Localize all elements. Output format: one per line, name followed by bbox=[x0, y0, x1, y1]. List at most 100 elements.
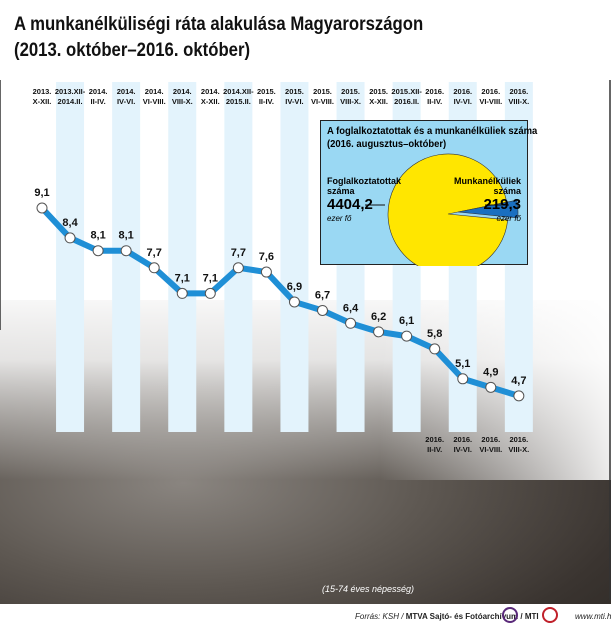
data-point bbox=[513, 390, 525, 402]
x-tick-label: VI-VIII. bbox=[311, 97, 334, 106]
x-tick-label: 2014.II. bbox=[58, 97, 83, 106]
pie-chart bbox=[365, 153, 519, 266]
x-tick-label-bottom: 2016. bbox=[453, 435, 472, 444]
x-tick-label: IV-VI. bbox=[117, 97, 135, 106]
data-label: 7,1 bbox=[175, 272, 190, 284]
population-note: (15-74 éves népesség) bbox=[322, 584, 415, 594]
x-tick-label: 2014. bbox=[145, 87, 164, 96]
x-tick-label: 2013.XII- bbox=[55, 87, 86, 96]
footer bbox=[0, 604, 611, 625]
x-tick-label-bottom: 2016. bbox=[425, 435, 444, 444]
mti-logo-icon bbox=[542, 607, 558, 623]
unemployed-unit: ezer fő bbox=[496, 214, 521, 223]
data-point bbox=[345, 317, 357, 329]
x-tick-label: II-IV. bbox=[427, 97, 442, 106]
x-tick-label: X-XII. bbox=[33, 97, 52, 106]
employed-value: 4404,2 bbox=[327, 196, 373, 213]
data-point bbox=[457, 373, 469, 385]
data-point bbox=[260, 266, 272, 278]
data-point bbox=[148, 262, 160, 274]
data-label: 8,1 bbox=[119, 230, 134, 242]
chart-subtitle: (2013. október–2016. október) bbox=[14, 40, 251, 61]
data-point bbox=[317, 304, 328, 316]
data-point bbox=[176, 287, 188, 299]
x-tick-label: 2013. bbox=[33, 87, 52, 96]
x-tick-label: IV-VI. bbox=[285, 97, 303, 106]
x-tick-label: 2016.II. bbox=[394, 97, 419, 106]
x-tick-label-bottom: 2016. bbox=[481, 435, 500, 444]
column-stripe bbox=[224, 82, 253, 432]
data-label: 6,9 bbox=[287, 281, 302, 293]
data-label: 6,7 bbox=[315, 289, 330, 301]
x-tick-label: 2015.XII- bbox=[391, 87, 422, 96]
data-label: 6,1 bbox=[399, 315, 414, 327]
x-tick-label-bottom: II-IV. bbox=[427, 445, 442, 454]
website[interactable]: www.mti.hu bbox=[575, 612, 611, 621]
x-tick-label: 2014. bbox=[117, 87, 136, 96]
data-point bbox=[92, 245, 104, 257]
x-tick-label-bottom: VI-VIII. bbox=[479, 445, 502, 454]
data-point bbox=[204, 287, 216, 299]
x-tick-label: 2014. bbox=[89, 87, 108, 96]
data-point bbox=[401, 330, 413, 342]
column-stripe bbox=[168, 82, 197, 432]
x-tick-label: 2016. bbox=[509, 87, 528, 96]
source: Forrás: KSH / MTVA Sajtó- és Fotóarchívu… bbox=[355, 612, 539, 621]
data-point bbox=[429, 343, 441, 355]
x-tick-label: II-IV. bbox=[91, 97, 106, 106]
data-point bbox=[373, 326, 385, 338]
unemployed-label: Munkanélküliek száma bbox=[453, 176, 521, 196]
mtva-logo-icon bbox=[502, 607, 518, 623]
data-point bbox=[120, 245, 132, 257]
data-label: 9,1 bbox=[34, 187, 49, 199]
data-label: 5,1 bbox=[455, 358, 470, 370]
x-tick-label: VIII-X. bbox=[508, 97, 529, 106]
data-label: 7,6 bbox=[259, 251, 274, 263]
data-point bbox=[36, 202, 48, 214]
data-label: 7,7 bbox=[231, 247, 246, 259]
x-tick-label: 2014. bbox=[173, 87, 192, 96]
data-label: 8,1 bbox=[90, 230, 105, 242]
x-tick-label: 2014.XII- bbox=[223, 87, 254, 96]
data-label: 4,9 bbox=[483, 366, 498, 378]
x-tick-label-bottom: 2016. bbox=[509, 435, 528, 444]
data-point bbox=[288, 296, 300, 308]
x-tick-label: VI-VIII. bbox=[143, 97, 166, 106]
x-tick-label: VIII-X. bbox=[172, 97, 193, 106]
unemployed-value: 219,3 bbox=[483, 196, 521, 213]
x-tick-label: 2015. bbox=[369, 87, 388, 96]
x-tick-label: VI-VIII. bbox=[479, 97, 502, 106]
x-tick-label: X-XII. bbox=[201, 97, 220, 106]
column-stripe bbox=[280, 82, 309, 432]
x-tick-label-bottom: VIII-X. bbox=[508, 445, 529, 454]
column-stripe bbox=[56, 82, 85, 432]
data-label: 7,7 bbox=[147, 247, 162, 259]
x-tick-label: 2016. bbox=[481, 87, 500, 96]
x-tick-label: IV-VI. bbox=[454, 97, 472, 106]
pie-slice-employed bbox=[387, 153, 509, 266]
x-tick-label: 2015.II. bbox=[226, 97, 251, 106]
x-tick-label: X-XII. bbox=[369, 97, 388, 106]
x-tick-label: 2015. bbox=[341, 87, 360, 96]
data-point bbox=[64, 232, 76, 244]
x-tick-label: II-IV. bbox=[259, 97, 274, 106]
data-label: 5,8 bbox=[427, 328, 442, 340]
data-label: 6,2 bbox=[371, 311, 386, 323]
employed-unit: ezer fő bbox=[327, 214, 352, 223]
pie-inset: A foglalkoztatottak és a munkanélküliek … bbox=[320, 120, 537, 266]
x-tick-label: 2016. bbox=[453, 87, 472, 96]
data-point bbox=[485, 381, 497, 393]
x-tick-label: 2015. bbox=[285, 87, 304, 96]
x-tick-label: VIII-X. bbox=[340, 97, 361, 106]
x-tick-label: 2016. bbox=[425, 87, 444, 96]
chart-title: A munkanélküliségi ráta alakulása Magyar… bbox=[14, 14, 424, 35]
x-tick-label: 2015. bbox=[313, 87, 332, 96]
data-label: 6,4 bbox=[343, 302, 359, 314]
data-label: 8,4 bbox=[62, 217, 78, 229]
pie-title: A foglalkoztatottak és a munkanélküliek … bbox=[327, 125, 538, 150]
x-tick-label-bottom: IV-VI. bbox=[454, 445, 472, 454]
data-label: 7,1 bbox=[203, 272, 218, 284]
x-tick-label: 2015. bbox=[257, 87, 276, 96]
